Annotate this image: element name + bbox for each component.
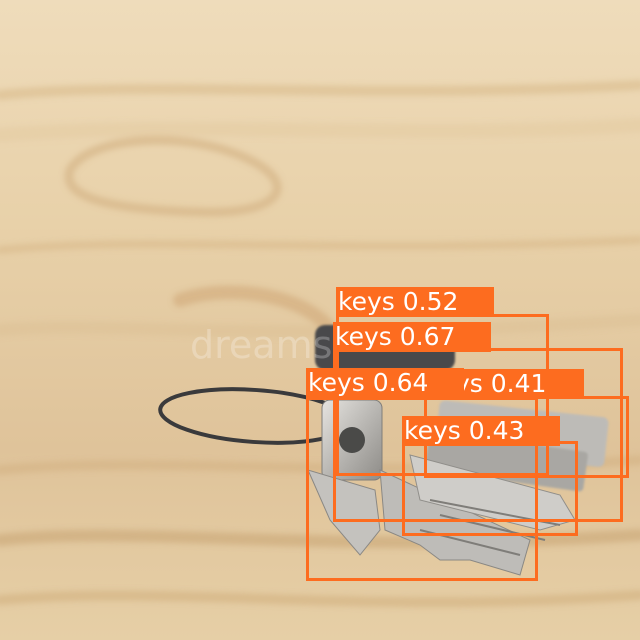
- detection-class: keys: [335, 322, 392, 351]
- detection-class: keys: [338, 287, 395, 316]
- detection-score: 0.41: [490, 369, 547, 398]
- detection-class: keys: [308, 368, 365, 397]
- detection-label-keys-052: keys 0.52: [336, 287, 494, 317]
- detection-class: keys: [404, 416, 461, 445]
- detection-score: 0.43: [468, 416, 525, 445]
- detection-box-keys-064: [306, 397, 538, 581]
- watermark: dreams: [190, 323, 332, 367]
- detection-score: 0.64: [372, 368, 429, 397]
- detection-label-keys-043: keys 0.43: [402, 416, 560, 446]
- detection-score: 0.67: [399, 322, 456, 351]
- detection-label-keys-064: keys 0.64: [306, 368, 464, 398]
- detection-score: 0.52: [402, 287, 459, 316]
- detection-label-keys-067: keys 0.67: [333, 322, 491, 352]
- detection-box-keys-043: [402, 441, 578, 536]
